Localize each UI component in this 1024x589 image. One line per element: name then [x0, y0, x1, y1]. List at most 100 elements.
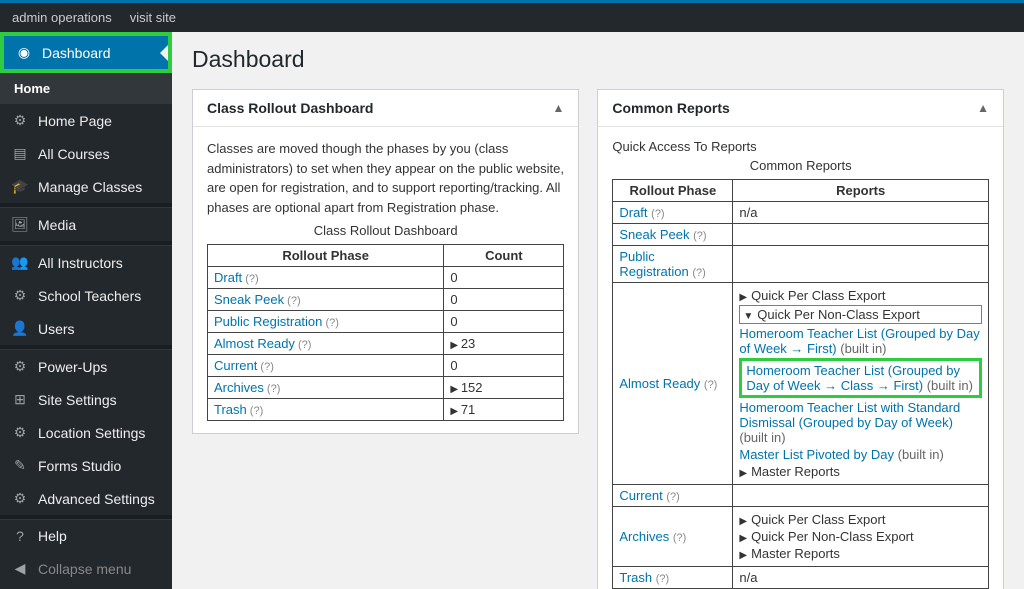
sidebar-label: Media	[38, 217, 76, 233]
sidebar-item-media[interactable]: 🖼 Media	[0, 208, 172, 241]
phase-link[interactable]: Almost Ready	[214, 336, 295, 351]
help-icon: ?	[10, 528, 30, 544]
teachers-icon: ⚙	[10, 287, 30, 304]
report-link[interactable]: Master List Pivoted by Day	[739, 447, 894, 462]
instructors-icon: 👥	[10, 254, 30, 271]
sidebar-item-home-page[interactable]: ⚙ Home Page	[0, 104, 172, 137]
col-phase: Rollout Phase	[208, 245, 444, 267]
reports-panel-title: Common Reports	[612, 100, 729, 116]
rollout-caption: Class Rollout Dashboard	[207, 223, 564, 238]
sidebar-item-location-settings[interactable]: ⚙ Location Settings	[0, 416, 172, 449]
highlighted-report-green: Homeroom Teacher List (Grouped by Day of…	[739, 358, 982, 398]
sidebar-item-dashboard[interactable]: ◉ Dashboard	[4, 36, 168, 69]
classes-icon: 🎓	[10, 178, 30, 195]
phase-link[interactable]: Trash	[214, 402, 247, 417]
collapse-icon: ◀	[10, 560, 30, 577]
main-content: Dashboard Class Rollout Dashboard ▲ Clas…	[172, 32, 1024, 589]
phase-link[interactable]: Draft	[214, 270, 242, 285]
sidebar-label: Help	[38, 528, 67, 544]
reports-subtitle: Quick Access To Reports	[612, 139, 989, 154]
report-link[interactable]: Quick Per Class Export	[739, 512, 982, 527]
sidebar-item-collapse[interactable]: ◀ Collapse menu	[0, 552, 172, 585]
count-cell: 0	[444, 355, 564, 377]
media-icon: 🖼	[10, 216, 30, 233]
users-icon: 👤	[10, 320, 30, 337]
reports-panel: Common Reports ▲ Quick Access To Reports…	[597, 89, 1004, 589]
sidebar-label: Forms Studio	[38, 458, 121, 474]
sidebar-label: Collapse menu	[38, 561, 131, 577]
rollout-panel: Class Rollout Dashboard ▲ Classes are mo…	[192, 89, 579, 434]
gear-icon: ⚙	[10, 112, 30, 129]
phase-link[interactable]: Archives	[214, 380, 264, 395]
rollout-desc: Classes are moved though the phases by y…	[207, 139, 564, 217]
sidebar-item-forms-studio[interactable]: ✎ Forms Studio	[0, 449, 172, 482]
site-settings-icon: ⊞	[10, 391, 30, 408]
sidebar-label: Advanced Settings	[38, 491, 155, 507]
reports-na: n/a	[733, 567, 989, 589]
sidebar-label: All Courses	[38, 146, 110, 162]
advanced-icon: ⚙	[10, 490, 30, 507]
report-link[interactable]: Quick Per Non-Class Export	[739, 529, 982, 544]
courses-icon: ▤	[10, 145, 30, 162]
panel-toggle-icon[interactable]: ▲	[977, 101, 989, 115]
count-cell: 0	[444, 267, 564, 289]
phase-current[interactable]: Current	[619, 488, 662, 503]
sidebar-item-all-courses[interactable]: ▤ All Courses	[0, 137, 172, 170]
sidebar-label: All Instructors	[38, 255, 123, 271]
sidebar-item-manage-classes[interactable]: 🎓 Manage Classes	[0, 170, 172, 203]
panel-toggle-icon[interactable]: ▲	[552, 101, 564, 115]
sidebar-item-power-ups[interactable]: ⚙ Power-Ups	[0, 350, 172, 383]
sidebar-item-advanced-settings[interactable]: ⚙ Advanced Settings	[0, 482, 172, 515]
sidebar-item-users[interactable]: 👤 Users	[0, 312, 172, 345]
sidebar-item-site-settings[interactable]: ⊞ Site Settings	[0, 383, 172, 416]
admin-sidebar: ◉ Dashboard Home ⚙ Home Page ▤ All Cours…	[0, 32, 172, 589]
sidebar-item-school-teachers[interactable]: ⚙ School Teachers	[0, 279, 172, 312]
phase-link[interactable]: Sneak Peek	[214, 292, 284, 307]
rollout-panel-title: Class Rollout Dashboard	[207, 100, 373, 116]
reports-na: n/a	[733, 202, 989, 224]
report-link[interactable]: Quick Per Class Export	[739, 288, 982, 303]
highlighted-report-blue: Quick Per Non-Class Export	[739, 305, 982, 324]
sidebar-label: Dashboard	[42, 45, 111, 61]
rollout-table: Rollout Phase Count Draft (?)0Sneak Peek…	[207, 244, 564, 421]
phase-pubreg[interactable]: Public Registration	[619, 249, 688, 279]
count-cell: ▶ 71	[444, 399, 564, 421]
sidebar-label: Users	[38, 321, 75, 337]
reports-caption: Common Reports	[612, 158, 989, 173]
sidebar-label: Site Settings	[38, 392, 117, 408]
page-title: Dashboard	[192, 46, 1004, 73]
report-link[interactable]: Master Reports	[739, 546, 982, 561]
phase-sneak[interactable]: Sneak Peek	[619, 227, 689, 242]
sidebar-label: Manage Classes	[38, 179, 142, 195]
col-reports: Reports	[733, 180, 989, 202]
visit-site-link[interactable]: visit site	[130, 10, 176, 25]
sidebar-label: Power-Ups	[38, 359, 107, 375]
sidebar-sub-home[interactable]: Home	[0, 73, 172, 104]
col-count: Count	[444, 245, 564, 267]
count-cell: 0	[444, 311, 564, 333]
count-cell: ▶ 152	[444, 377, 564, 399]
sidebar-label: School Teachers	[38, 288, 141, 304]
phase-link[interactable]: Public Registration	[214, 314, 322, 329]
count-cell: 0	[444, 289, 564, 311]
location-settings-icon: ⚙	[10, 424, 30, 441]
reports-table: Rollout Phase Reports Draft (?) n/a Snea…	[612, 179, 989, 589]
phase-draft[interactable]: Draft	[619, 205, 647, 220]
dashboard-icon: ◉	[14, 44, 34, 61]
powerups-icon: ⚙	[10, 358, 30, 375]
sidebar-item-help[interactable]: ? Help	[0, 520, 172, 552]
sidebar-label: Home Page	[38, 113, 112, 129]
phase-archives[interactable]: Archives	[619, 529, 669, 544]
admin-ops-link[interactable]: admin operations	[12, 10, 112, 25]
sidebar-item-all-instructors[interactable]: 👥 All Instructors	[0, 246, 172, 279]
phase-link[interactable]: Current	[214, 358, 257, 373]
report-link[interactable]: Quick Per Non-Class Export	[743, 307, 919, 322]
phase-trash[interactable]: Trash	[619, 570, 652, 585]
sidebar-label: Location Settings	[38, 425, 145, 441]
forms-icon: ✎	[10, 457, 30, 474]
phase-almost[interactable]: Almost Ready	[619, 376, 700, 391]
report-link[interactable]: Master Reports	[739, 464, 982, 479]
count-cell: ▶ 23	[444, 333, 564, 355]
report-link[interactable]: Homeroom Teacher List with Standard Dism…	[739, 400, 960, 430]
col-phase: Rollout Phase	[613, 180, 733, 202]
